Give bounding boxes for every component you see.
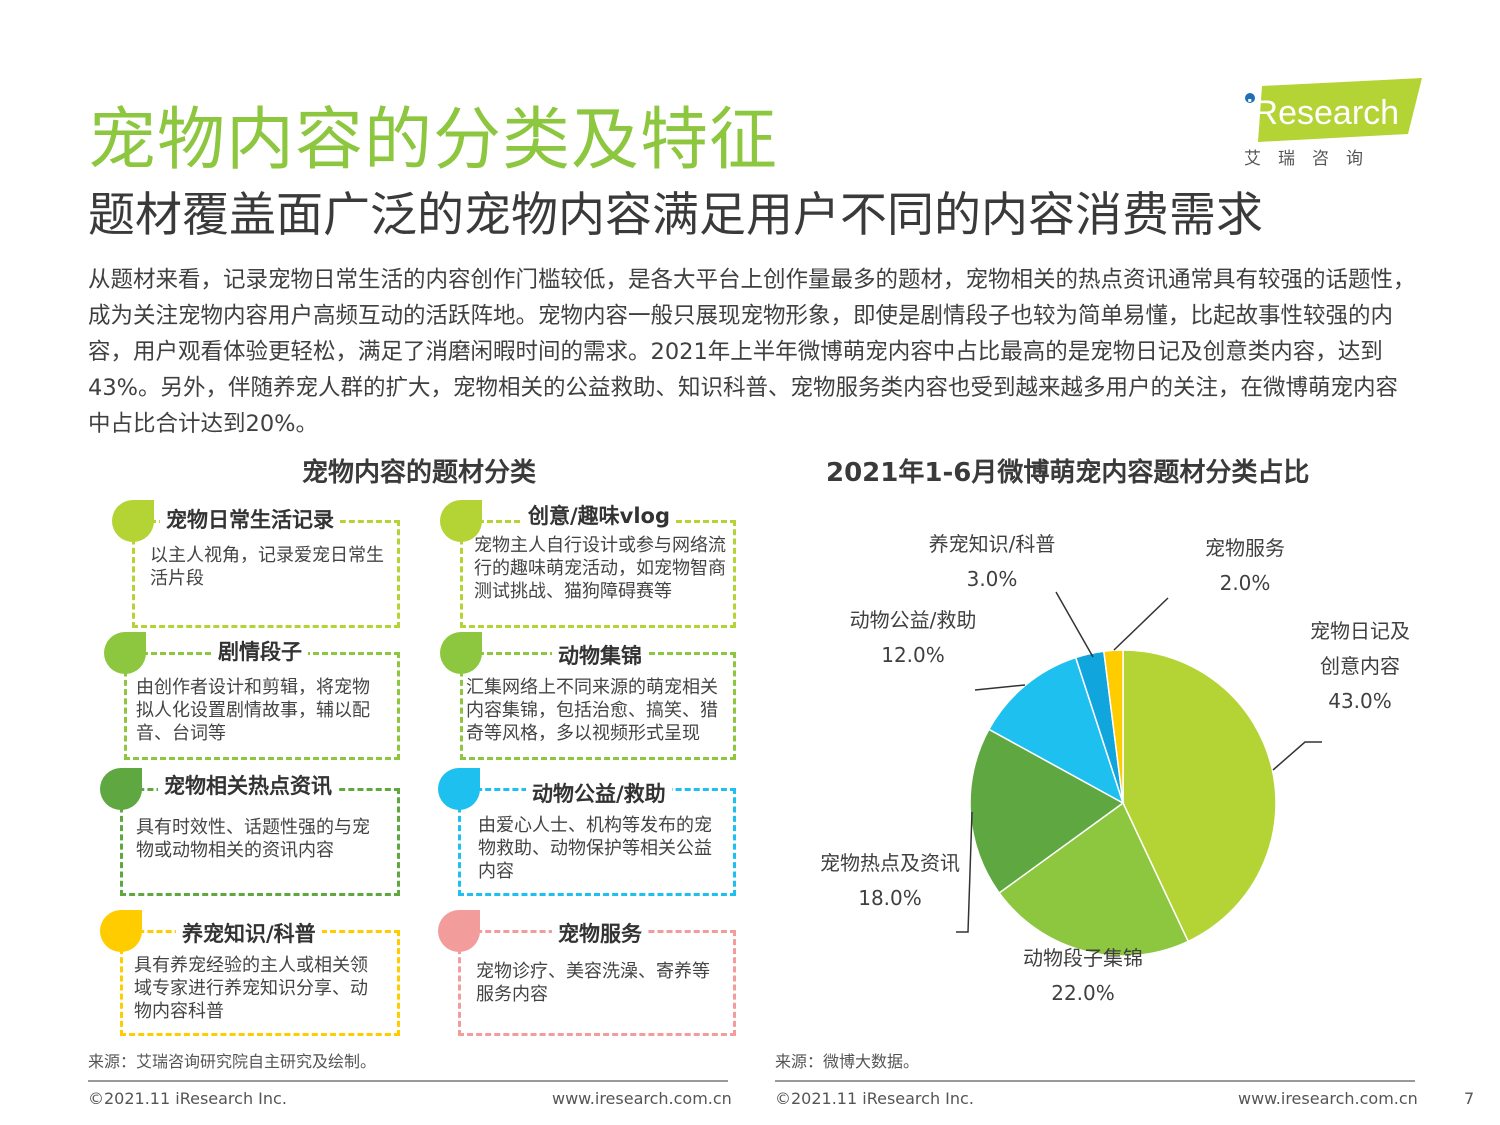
pie-slice xyxy=(969,728,1125,894)
leader-line xyxy=(1113,597,1169,651)
card-heading: 宠物服务 xyxy=(552,918,648,948)
footer-copyright-right: ©2021.11 iResearch Inc. xyxy=(775,1089,974,1108)
leader-line xyxy=(1272,741,1322,771)
slice-label: 宠物服务 xyxy=(1205,536,1285,560)
leader-line xyxy=(1055,591,1094,658)
card-description: 具有养宠经验的主人或相关领域专家进行养宠知识分享、动物内容科普 xyxy=(134,955,368,1022)
card-description: 汇集网络上不同来源的萌宠相关内容集锦，包括治愈、搞笑、猎奇等风格，多以视频形式呈… xyxy=(466,677,718,744)
pie-slice xyxy=(1122,649,1277,943)
slice-label: 宠物热点及资讯 xyxy=(820,851,960,875)
slice-label: 养宠知识/科普 xyxy=(929,532,1056,556)
slice-value: 3.0% xyxy=(967,567,1018,591)
leaf-icon xyxy=(438,910,480,952)
left-source: 来源：艾瑞咨询研究院自主研究及绘制。 xyxy=(88,1052,377,1071)
left-section-title: 宠物内容的题材分类 xyxy=(302,458,537,488)
slice-label: 宠物日记及 xyxy=(1310,619,1410,643)
card-heading: 宠物相关热点资讯 xyxy=(158,770,338,800)
category-card: 剧情段子由创作者设计和剪辑，将宠物拟人化设置剧情故事，辅以配音、台词等 xyxy=(104,632,400,760)
category-card: 养宠知识/科普具有养宠经验的主人或相关领域专家进行养宠知识分享、动物内容科普 xyxy=(100,910,400,1036)
footer-copyright-left: ©2021.11 iResearch Inc. xyxy=(88,1089,287,1108)
card-heading: 宠物日常生活记录 xyxy=(160,504,340,534)
leaf-icon xyxy=(100,910,142,952)
logo-text: iResearch xyxy=(1246,94,1399,132)
slice-value: 2.0% xyxy=(1220,571,1271,595)
leaf-icon xyxy=(104,632,146,674)
slice-value: 22.0% xyxy=(1051,981,1115,1005)
card-description: 具有时效性、话题性强的与宠物或动物相关的资讯内容 xyxy=(136,817,370,861)
slice-label: 动物公益/救助 xyxy=(850,608,977,632)
page-subtitle: 题材覆盖面广泛的宠物内容满足用户不同的内容消费需求 xyxy=(88,188,1263,243)
leaf-icon xyxy=(100,768,142,810)
leader-line xyxy=(974,684,1026,691)
category-card: 宠物日常生活记录以主人视角，记录爱宠日常生活片段 xyxy=(112,500,400,628)
card-heading: 养宠知识/科普 xyxy=(176,918,322,948)
slice-value: 18.0% xyxy=(858,886,922,910)
page-title: 宠物内容的分类及特征 xyxy=(88,101,779,180)
iresearch-logo: iResearch xyxy=(1245,78,1422,142)
leaf-icon xyxy=(440,500,482,542)
leader-line xyxy=(956,811,973,933)
leaf-icon xyxy=(440,632,482,674)
footer-rule-right xyxy=(775,1080,1415,1082)
pie-slice xyxy=(987,656,1125,805)
chart-source: 来源：微博大数据。 xyxy=(775,1052,920,1071)
chart-title: 2021年1-6月微博萌宠内容题材分类占比 xyxy=(826,458,1310,488)
leaf-icon xyxy=(112,500,154,542)
card-description: 由爱心人士、机构等发布的宠物救助、动物保护等相关公益内容 xyxy=(478,815,712,882)
leaf-icon xyxy=(438,768,480,810)
intro-paragraph: 从题材来看，记录宠物日常生活的内容创作门槛较低，是各大平台上创作量最多的题材，宠… xyxy=(88,267,1416,437)
category-card: 宠物服务宠物诊疗、美容洗澡、寄养等服务内容 xyxy=(438,910,736,1036)
slice-label: 动物段子集锦 xyxy=(1023,946,1143,970)
slice-value: 43.0% xyxy=(1328,689,1392,713)
slice-value: 12.0% xyxy=(881,643,945,667)
card-description: 宠物主人自行设计或参与网络流行的趣味萌宠活动，如宠物智商测试挑战、猫狗障碍赛等 xyxy=(474,535,726,602)
footer-url-right[interactable]: www.iresearch.com.cn xyxy=(1238,1089,1418,1108)
card-description: 由创作者设计和剪辑，将宠物拟人化设置剧情故事，辅以配音、台词等 xyxy=(136,677,370,744)
category-card: 动物公益/救助由爱心人士、机构等发布的宠物救助、动物保护等相关公益内容 xyxy=(438,768,736,896)
card-heading: 创意/趣味vlog xyxy=(522,500,677,530)
slice-label: 创意内容 xyxy=(1320,654,1400,678)
card-description: 宠物诊疗、美容洗澡、寄养等服务内容 xyxy=(476,961,710,1005)
footer-url-left[interactable]: www.iresearch.com.cn xyxy=(552,1089,732,1108)
page-number: 7 xyxy=(1464,1089,1475,1108)
pie-slice xyxy=(1102,649,1124,804)
card-heading: 动物公益/救助 xyxy=(526,778,672,808)
card-heading: 动物集锦 xyxy=(552,640,648,670)
category-card: 宠物相关热点资讯具有时效性、话题性强的与宠物或动物相关的资讯内容 xyxy=(100,768,400,896)
footer-rule-left xyxy=(88,1080,728,1082)
pie-slice xyxy=(998,801,1190,957)
card-description: 以主人视角，记录爱宠日常生活片段 xyxy=(150,545,384,589)
category-card: 创意/趣味vlog 宠物主人自行设计或参与网络流行的趣味萌宠活动，如宠物智商测试挑… xyxy=(440,500,736,628)
logo-subtitle: 艾瑞咨询 xyxy=(1244,149,1380,169)
category-card: 动物集锦汇集网络上不同来源的萌宠相关内容集锦，包括治愈、搞笑、猎奇等风格，多以视… xyxy=(440,632,736,760)
card-heading: 剧情段子 xyxy=(212,636,308,666)
